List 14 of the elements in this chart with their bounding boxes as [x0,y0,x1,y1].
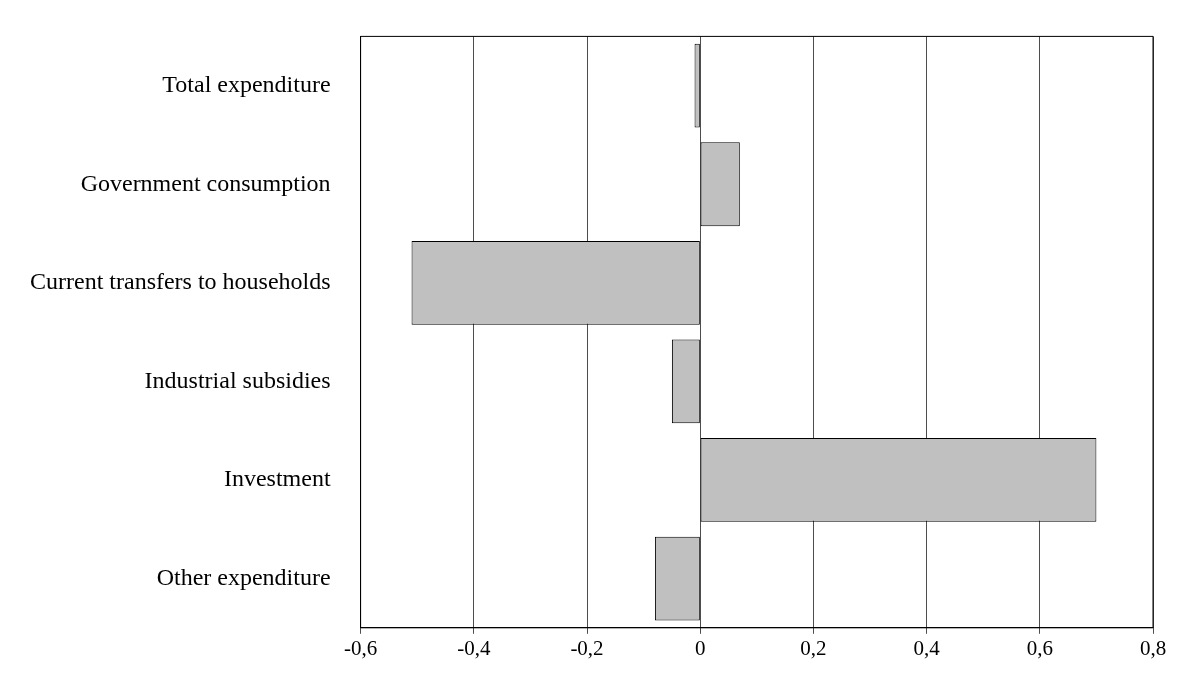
y-tick-label: Total expenditure [162,70,331,97]
y-tick-label: Current transfers to households [30,268,331,295]
y-tick-label: Industrial subsidies [144,366,331,393]
x-tick-label: 0,2 [800,635,827,660]
x-tick-label: -0,2 [570,635,604,660]
x-tick-label: 0,8 [1139,635,1167,660]
x-tick-label: 0 [694,635,706,660]
y-tick-label: Government consumption [80,169,331,196]
x-tick-label: 0,6 [1026,635,1053,660]
x-tick-label: -0,4 [457,635,491,660]
y-tick-label: Investment [223,465,331,492]
x-tick-label: 0,4 [913,635,941,660]
y-tick-label: Other expenditure [156,563,331,590]
x-tick-label: -0,6 [343,635,378,660]
